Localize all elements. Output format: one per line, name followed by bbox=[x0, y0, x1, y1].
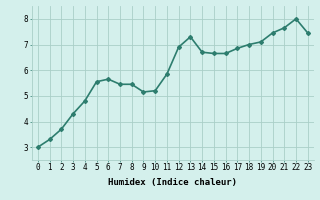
X-axis label: Humidex (Indice chaleur): Humidex (Indice chaleur) bbox=[108, 178, 237, 187]
